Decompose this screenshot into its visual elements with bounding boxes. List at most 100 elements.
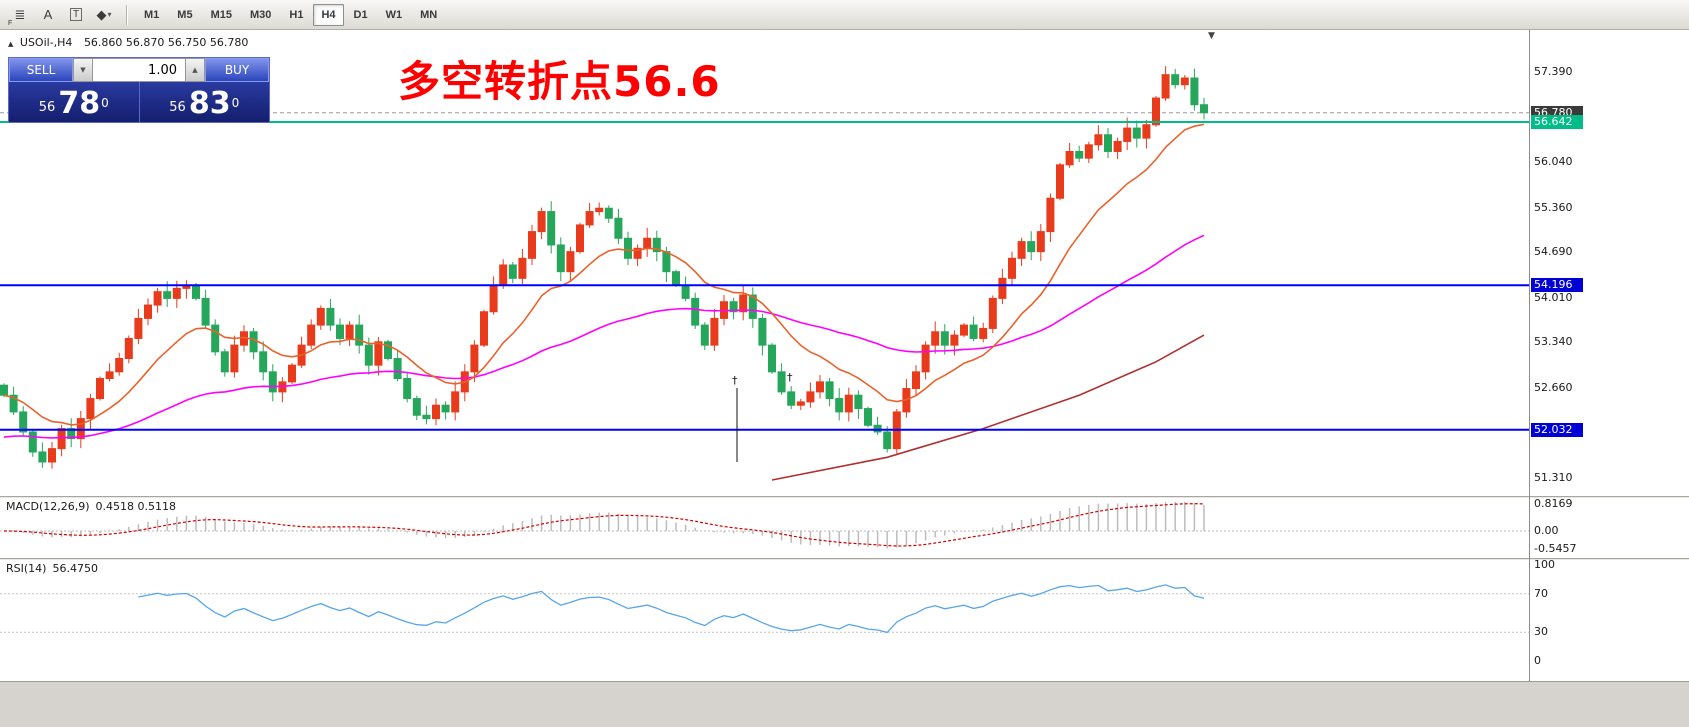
candle — [316, 305, 325, 330]
chart-tools-icon[interactable]: ≣ F — [6, 3, 34, 27]
candle — [259, 341, 268, 381]
macd-signal-line — [3, 503, 1205, 547]
candle — [1123, 117, 1132, 150]
rsi-indicator-chart[interactable] — [0, 560, 1529, 681]
candle — [854, 390, 863, 419]
candle — [787, 386, 796, 410]
candle — [384, 339, 392, 361]
rsi-axis-label: 30 — [1534, 625, 1548, 639]
candle — [470, 340, 479, 383]
volume-input[interactable]: 1.00 — [93, 58, 185, 82]
volume-decrease-button[interactable]: ▼ — [73, 58, 93, 82]
macd-indicator-chart[interactable] — [0, 498, 1529, 558]
text-annotation-icon[interactable]: A — [43, 7, 53, 22]
price-axis-label: 54.690 — [1534, 245, 1573, 259]
timeframe-button-m5[interactable]: M5 — [177, 8, 193, 21]
candle — [1094, 125, 1103, 151]
axis-border-line — [1529, 30, 1530, 681]
candle — [960, 323, 968, 338]
sell-price-display[interactable]: 56 78 0 — [9, 82, 139, 122]
buy-button[interactable]: BUY — [205, 58, 269, 82]
candle — [844, 387, 853, 422]
candle — [864, 406, 872, 428]
candle — [576, 222, 584, 254]
chart-symbol-label: ▲ USOil-,H4 56.860 56.870 56.750 56.780 — [8, 36, 248, 49]
candle — [950, 330, 959, 356]
sell-price-big: 78 — [58, 86, 101, 121]
candle — [412, 395, 421, 421]
timeframe-button-w1[interactable]: W1 — [385, 8, 403, 21]
dagger-mark[interactable]: † — [787, 371, 793, 384]
price-axis-label: 56.040 — [1534, 155, 1573, 169]
text-label-icon[interactable]: T — [62, 3, 90, 27]
candle — [1036, 223, 1045, 262]
timeframe-button-h1[interactable]: H1 — [289, 8, 304, 21]
candle — [249, 327, 258, 360]
candle — [1171, 68, 1180, 89]
candle — [748, 287, 757, 328]
candle — [1132, 120, 1141, 148]
chart-annotation-text[interactable]: 多空转折点56.6 — [398, 57, 721, 106]
candle — [105, 363, 114, 382]
candle — [796, 398, 805, 411]
timeframe-button-mn[interactable]: MN — [420, 8, 438, 21]
timeframe-buttons: M1 M5 M15 M30 H1 H4 D1 W1 MN — [135, 3, 446, 26]
buy-price-display[interactable]: 56 83 0 — [138, 82, 269, 122]
timeframe-button-d1[interactable]: D1 — [353, 8, 368, 21]
shapes-icon[interactable]: ◆ ▾ — [96, 6, 112, 22]
rsi-name: RSI(14) — [6, 562, 47, 575]
candle — [556, 237, 565, 282]
macd-panel-separator[interactable] — [0, 496, 1689, 498]
candle — [806, 382, 815, 408]
candle — [480, 309, 488, 348]
timeframe-button-m15[interactable]: M15 — [210, 8, 232, 21]
candle — [441, 401, 450, 420]
candle — [67, 418, 76, 448]
price-tag-54.196: 54.196 — [1531, 278, 1583, 293]
timeframe-button-m30[interactable]: M30 — [249, 8, 272, 21]
price-axis-label: 51.310 — [1534, 471, 1573, 485]
candle — [537, 207, 546, 240]
ohlc-values: 56.860 56.870 56.750 56.780 — [83, 36, 249, 49]
symbol-name: USOil-,H4 — [19, 36, 73, 49]
candle — [48, 441, 56, 469]
candle — [518, 248, 527, 285]
candle — [595, 202, 604, 216]
dagger-mark[interactable]: † — [732, 374, 738, 387]
candle — [585, 203, 594, 228]
price-axis-label: 57.390 — [1534, 65, 1573, 78]
rsi-panel-separator[interactable] — [0, 558, 1689, 560]
collapse-triangle-icon[interactable]: ▲ — [8, 40, 14, 48]
candle — [19, 406, 28, 436]
candle — [144, 298, 152, 326]
candle — [297, 336, 306, 369]
candle — [758, 313, 767, 356]
candle — [988, 295, 997, 334]
candle — [940, 324, 949, 355]
candle — [278, 377, 287, 403]
sell-price-prefix: 56 — [38, 100, 56, 115]
candle — [211, 319, 220, 356]
sell-button[interactable]: SELL — [9, 58, 73, 82]
candle — [681, 276, 690, 302]
candle — [326, 298, 335, 331]
candle — [96, 376, 104, 401]
candle — [1142, 119, 1151, 149]
timeframe-button-h4[interactable]: H4 — [313, 3, 344, 26]
bottom-strip — [0, 681, 1689, 727]
candle — [921, 341, 930, 380]
candle — [873, 416, 882, 435]
candle — [403, 372, 412, 403]
candle — [739, 284, 748, 321]
candle — [124, 335, 133, 364]
volume-increase-button[interactable]: ▲ — [185, 58, 205, 82]
candle — [1190, 68, 1199, 111]
buy-price-prefix: 56 — [169, 100, 186, 115]
candle — [912, 365, 920, 396]
chart-shift-marker-icon[interactable]: ▼ — [1208, 31, 1215, 41]
top-toolbar: ≣ F A T ◆ ▾ M1 M5 M15 M30 H1 H4 D1 W1 MN — [0, 0, 1689, 30]
candle — [614, 208, 623, 245]
candle — [1075, 145, 1084, 163]
timeframe-button-m1[interactable]: M1 — [144, 8, 160, 21]
candle — [1180, 75, 1189, 90]
